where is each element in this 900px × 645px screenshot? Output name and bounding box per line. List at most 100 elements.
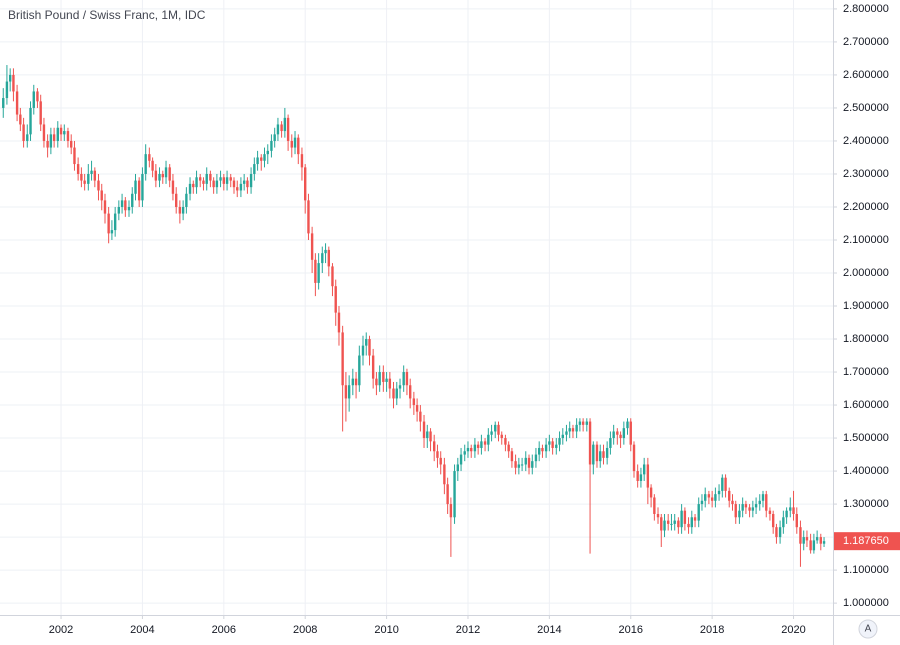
candle-body (534, 454, 538, 462)
candle-body (331, 266, 334, 287)
candle-body (649, 487, 653, 498)
candle-body (575, 424, 578, 432)
candle-body (276, 124, 280, 135)
candle-body (192, 183, 195, 188)
x-tick-label: 2020 (781, 624, 805, 636)
candle-body (117, 206, 121, 214)
candle-body (26, 134, 29, 141)
candle-body (76, 164, 80, 174)
candle-body (476, 444, 480, 448)
candle-body (483, 441, 487, 445)
candle-body (473, 444, 477, 452)
candle-body (602, 451, 605, 458)
candle-body (619, 434, 622, 439)
candle-body (666, 520, 670, 524)
y-tick-label: 1.000000 (843, 597, 889, 609)
candle-body (5, 81, 9, 99)
candle-body (171, 180, 175, 194)
candle-body (110, 230, 114, 234)
candle-body (748, 507, 751, 511)
candle-body (337, 312, 341, 333)
y-tick-label: 2.100000 (843, 234, 889, 246)
candle-body (263, 154, 266, 161)
candle-body (395, 388, 398, 399)
candle-body (527, 457, 531, 468)
candle-body (558, 438, 561, 445)
candle-body (459, 454, 463, 465)
candle-body (290, 140, 293, 148)
candle-body (161, 173, 164, 178)
candle-body (571, 428, 575, 432)
last-price-label: 1.187650 (843, 535, 889, 547)
candle-body (80, 173, 83, 181)
candle-body (626, 421, 629, 429)
candle-body (632, 444, 636, 472)
candle-body (310, 233, 314, 260)
candle-body (588, 421, 592, 465)
candle-body (36, 91, 39, 102)
candle-body (490, 431, 493, 435)
candle-body (2, 98, 5, 108)
candle-body (660, 517, 663, 531)
candle-body (537, 447, 541, 455)
candle-body (222, 177, 226, 184)
candle-body (49, 134, 53, 148)
x-tick-label: 2002 (49, 624, 73, 636)
candle-body (616, 431, 619, 435)
candle-body (656, 513, 660, 518)
candle-body (744, 504, 748, 508)
candle-body (728, 490, 731, 501)
candle-body (56, 127, 59, 141)
candle-body (63, 131, 66, 135)
y-tick-label: 1.800000 (843, 333, 889, 345)
candle-body (382, 372, 385, 382)
candle-body (443, 464, 446, 485)
candle-body (494, 424, 497, 432)
candle-body (487, 434, 490, 445)
candle-body (354, 378, 358, 386)
candle-body (731, 500, 734, 505)
candle-body (232, 180, 236, 188)
candle-body (59, 127, 63, 135)
candle-body (304, 167, 307, 201)
candle-body (73, 147, 76, 165)
y-tick-label: 2.700000 (843, 36, 889, 48)
candle-body (673, 520, 676, 524)
candle-body (514, 461, 517, 468)
candle-body (327, 249, 331, 267)
candle-body (792, 507, 795, 514)
candle-body (670, 523, 673, 525)
x-tick-label: 2010 (374, 624, 398, 636)
candle-body (239, 183, 243, 191)
candle-body (368, 339, 371, 356)
candle-body (707, 494, 711, 498)
candle-body (408, 385, 412, 399)
candle-body (209, 173, 212, 181)
candle-body (415, 405, 419, 412)
candle-body (293, 137, 297, 148)
candle-body (683, 510, 687, 524)
candle-body (402, 372, 405, 386)
candle-body (809, 540, 812, 551)
y-tick-label: 2.500000 (843, 102, 889, 114)
candle-body (751, 507, 755, 511)
candles (2, 65, 826, 567)
candle-body (246, 180, 249, 188)
candle-body (260, 157, 263, 161)
auto-scale-button[interactable] (858, 619, 878, 639)
candle-body (802, 537, 805, 544)
candle-body (127, 206, 131, 211)
candle-body (131, 193, 134, 207)
candle-body (297, 137, 300, 155)
candle-body (815, 537, 819, 541)
candle-body (799, 527, 802, 544)
candle-body (83, 180, 86, 184)
auto-scale-label[interactable]: A (865, 624, 872, 635)
candle-body (497, 424, 500, 435)
candle-body (375, 378, 378, 386)
candle-body (39, 101, 42, 125)
candle-body (317, 263, 320, 283)
candle-body (212, 180, 215, 188)
